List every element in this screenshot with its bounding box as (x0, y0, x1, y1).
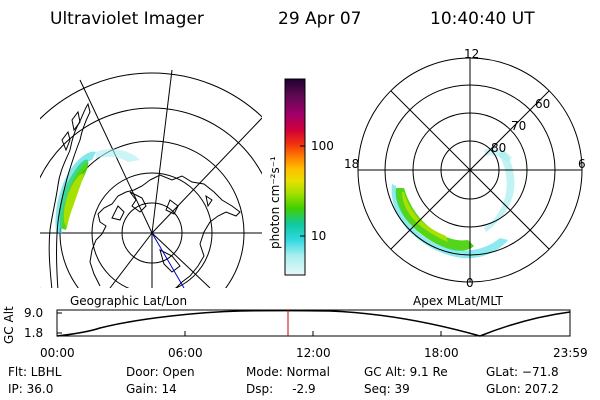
colorbar-tick-label-10: 10 (311, 229, 327, 243)
mlat-mlt-plot (357, 57, 583, 283)
time-tick-0600: 06:00 (168, 346, 203, 360)
instrument-title: Ultraviolet Imager (50, 9, 204, 29)
altitude-ylabel: GC Alt (2, 306, 16, 344)
mlt-meridian (390, 90, 550, 250)
meridian-line (109, 232, 153, 288)
mlt-label-midnight: 0 (466, 276, 474, 290)
mlat-label-60: 60 (535, 97, 551, 111)
aurora-emission-mlt (391, 148, 515, 259)
meridian-line (151, 70, 173, 234)
status-gc-alt: GC Alt: 9.1 Re (364, 365, 448, 379)
colorbar-tick-label-100: 100 (311, 139, 334, 153)
status-glon: GLon: 207.2 (486, 382, 559, 396)
status-glat: GLat: −71.8 (486, 365, 559, 379)
mlat-label-80: 80 (491, 141, 507, 155)
status-gain: Gain: 14 (126, 382, 177, 396)
status-dsp: Dsp: -2.9 (246, 382, 316, 396)
status-ip: IP: 36.0 (8, 382, 54, 396)
status-door: Door: Open (126, 365, 195, 379)
subsolar-meridian-line (151, 232, 185, 288)
mlt-label-dusk: 18 (344, 157, 360, 171)
time-tick-0000: 00:00 (40, 346, 75, 360)
lat-circle-50 (40, 107, 262, 288)
mlt-label-noon: 12 (464, 47, 480, 61)
altitude-curve (56, 309, 571, 337)
geographic-map (40, 70, 262, 288)
mlt-label-dawn: 6 (578, 157, 586, 171)
status-seq: Seq: 39 (364, 382, 410, 396)
colorbar (284, 78, 306, 276)
time-tick-1200: 12:00 (296, 346, 331, 360)
time-tick-2359: 23:59 (553, 346, 588, 360)
meridian-line (151, 232, 211, 288)
altitude-ytick-1.8: 1.8 (24, 326, 44, 340)
apex-caption: Apex MLat/MLT (413, 294, 503, 308)
colorbar-gradient (284, 78, 306, 276)
time-tick-1800: 18:00 (424, 346, 459, 360)
status-filter: Flt: LBHL (8, 365, 62, 379)
geographic-caption: Geographic Lat/Lon (70, 294, 188, 308)
observation-date: 29 Apr 07 (278, 9, 362, 29)
status-mode: Mode: Normal (246, 365, 330, 379)
colorbar-unit-label: photon cm⁻²s⁻¹ (268, 156, 282, 249)
altitude-plot (56, 309, 571, 337)
altitude-ytick-9: 9.0 (24, 306, 44, 320)
lat-circle-40 (40, 72, 262, 120)
meridian-line (151, 117, 262, 234)
aurora-emission-geo (55, 149, 140, 234)
observation-time: 10:40:40 UT (430, 9, 535, 29)
mlat-label-70: 70 (511, 119, 527, 133)
coastlines (48, 102, 241, 288)
